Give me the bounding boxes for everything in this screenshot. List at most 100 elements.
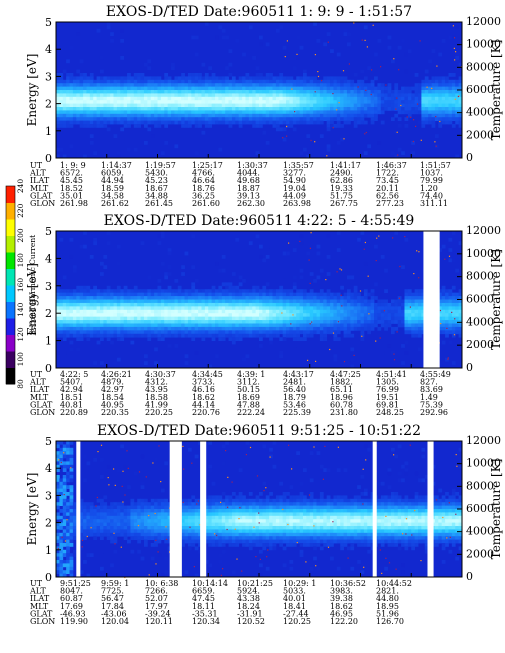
heatmap-cell <box>191 114 195 118</box>
heatmap-cell <box>188 310 192 314</box>
heatmap-cell <box>120 117 124 121</box>
heatmap-cell <box>83 512 87 516</box>
noise-dot <box>311 232 312 233</box>
heatmap-cell <box>296 313 300 317</box>
heatmap-cell <box>114 80 118 84</box>
heatmap-cell <box>59 330 63 334</box>
heatmap-cell <box>303 330 307 334</box>
heatmap-cell <box>208 327 212 331</box>
heatmap-cell <box>147 523 151 527</box>
heatmap-cell <box>110 330 114 334</box>
heatmap-cell <box>276 334 280 338</box>
heatmap-cell <box>201 90 205 94</box>
heatmap-cell <box>110 310 114 314</box>
heatmap-cell <box>154 313 158 317</box>
heatmap-cell <box>384 104 388 108</box>
heatmap-cell <box>310 317 314 321</box>
heatmap-cell <box>371 303 375 307</box>
heatmap-cell <box>408 306 412 310</box>
heatmap-cell <box>354 286 358 290</box>
ephemeris-value: 261.60 <box>192 199 220 208</box>
heatmap-cell <box>144 296 148 300</box>
heatmap-cell <box>313 110 317 114</box>
heatmap-cell <box>147 509 151 513</box>
heatmap-cell <box>124 310 128 314</box>
heatmap-cell <box>269 313 273 317</box>
heatmap-cell <box>411 151 415 155</box>
heatmap-cell <box>289 107 293 111</box>
heatmap-cell <box>256 499 260 503</box>
heatmap-cell <box>174 90 178 94</box>
heatmap-cell <box>120 90 124 94</box>
heatmap-cell <box>330 107 334 111</box>
heatmap-cell <box>83 289 87 293</box>
heatmap-cell <box>191 300 195 304</box>
heatmap-cell <box>398 313 402 317</box>
heatmap-cell <box>59 509 63 513</box>
heatmap-cell <box>178 306 182 310</box>
heatmap-cell <box>279 323 283 327</box>
heatmap-cell <box>168 87 172 91</box>
heatmap-cell <box>80 320 84 324</box>
panel-2 <box>56 231 462 368</box>
heatmap-cell <box>215 114 219 118</box>
heatmap-cell <box>107 526 111 530</box>
heatmap-cell <box>195 330 199 334</box>
heatmap-cell <box>100 303 104 307</box>
heatmap-cell <box>208 124 212 128</box>
heatmap-cell <box>103 529 107 533</box>
heatmap-cell <box>70 300 74 304</box>
heatmap-cell <box>117 80 121 84</box>
heatmap-cell <box>361 337 365 341</box>
heatmap-cell <box>225 97 229 101</box>
heatmap-cell <box>374 90 378 94</box>
heatmap-cell <box>404 97 408 101</box>
heatmap-cell <box>374 107 378 111</box>
heatmap-cell <box>394 313 398 317</box>
heatmap-cell <box>266 73 270 77</box>
heatmap-cell <box>191 87 195 91</box>
heatmap-cell <box>185 87 189 91</box>
heatmap-cell <box>242 76 246 80</box>
heatmap-cell <box>120 83 124 87</box>
heatmap-cell <box>283 76 287 80</box>
heatmap-cell <box>442 300 446 304</box>
heatmap-cell <box>273 289 277 293</box>
heatmap-cell <box>330 327 334 331</box>
heatmap-cell <box>83 526 87 530</box>
heatmap-cell <box>222 461 226 465</box>
heatmap-cell <box>300 151 304 155</box>
heatmap-cell <box>232 509 236 513</box>
heatmap-cell <box>195 334 199 338</box>
heatmap-cell <box>59 560 63 564</box>
heatmap-cell <box>208 121 212 125</box>
heatmap-cell <box>90 104 94 108</box>
heatmap-cell <box>269 93 273 97</box>
heatmap-cell <box>120 337 124 341</box>
heatmap-cell <box>381 83 385 87</box>
heatmap-cell <box>245 303 249 307</box>
heatmap-cell <box>361 83 365 87</box>
heatmap-cell <box>110 306 114 310</box>
heatmap-cell <box>198 104 202 108</box>
heatmap-cell <box>286 300 290 304</box>
heatmap-cell <box>161 334 165 338</box>
noise-dot <box>407 116 408 117</box>
heatmap-cell <box>56 293 60 297</box>
heatmap-cell <box>201 327 205 331</box>
heatmap-cell <box>66 114 70 118</box>
heatmap-cell <box>313 100 317 104</box>
heatmap-cell <box>147 90 151 94</box>
ephemeris-value: 225.39 <box>283 408 311 417</box>
heatmap-cell <box>178 104 182 108</box>
heatmap-cell <box>110 97 114 101</box>
heatmap-cell <box>124 465 128 469</box>
heatmap-cell <box>80 104 84 108</box>
heatmap-cell <box>340 93 344 97</box>
heatmap-cell <box>103 519 107 523</box>
heatmap-cell <box>168 100 172 104</box>
heatmap-cell <box>114 76 118 80</box>
heatmap-cell <box>134 117 138 121</box>
heatmap-cell <box>158 523 162 527</box>
heatmap-cell <box>381 104 385 108</box>
